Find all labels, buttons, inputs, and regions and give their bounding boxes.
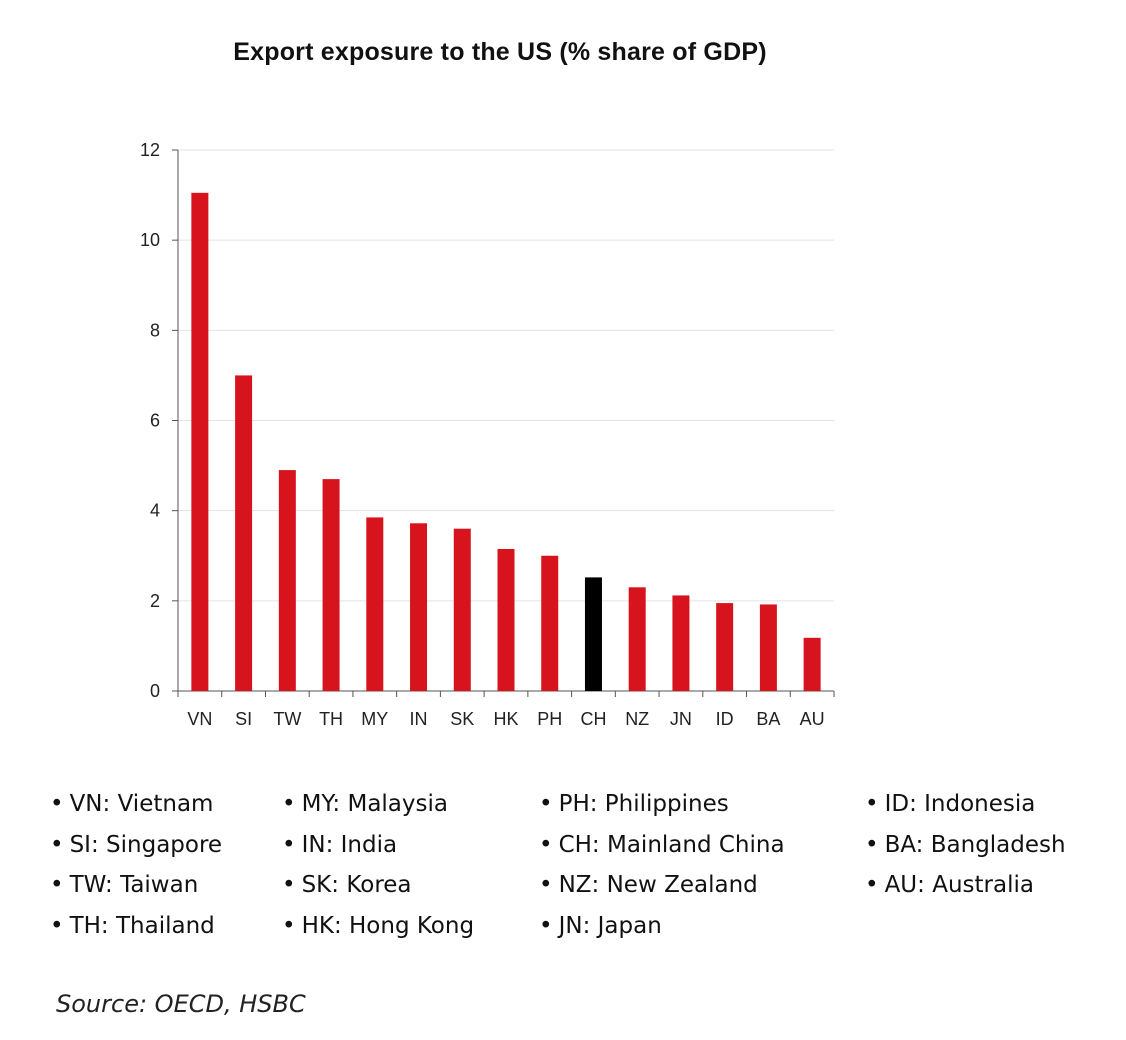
legend-item: TW: Taiwan bbox=[50, 865, 222, 906]
bar-nz bbox=[628, 587, 646, 691]
x-tick-label: HK bbox=[493, 709, 518, 729]
bars bbox=[191, 192, 821, 691]
bar-my bbox=[366, 517, 384, 691]
bar-vn bbox=[191, 192, 209, 691]
chart-title: Export exposure to the US (% share of GD… bbox=[233, 38, 767, 66]
legend-item: IN: India bbox=[282, 825, 474, 866]
x-tick-label: SI bbox=[235, 709, 252, 729]
legend-item: NZ: New Zealand bbox=[539, 865, 785, 906]
legend-item: CH: Mainland China bbox=[539, 825, 785, 866]
y-tick-label: 6 bbox=[150, 411, 160, 431]
bar-ch bbox=[584, 577, 602, 691]
legend-item: TH: Thailand bbox=[50, 906, 222, 947]
x-tick-label: AU bbox=[800, 709, 825, 729]
legend-item: VN: Vietnam bbox=[50, 784, 222, 825]
bar-jn bbox=[672, 595, 690, 691]
x-tick-label: JN bbox=[670, 709, 692, 729]
legend-item: AU: Australia bbox=[865, 865, 1066, 906]
legend-item: HK: Hong Kong bbox=[282, 906, 474, 947]
y-tick-label: 2 bbox=[150, 591, 160, 611]
legend-column-4: ID: Indonesia BA: Bangladesh AU: Austral… bbox=[865, 784, 1066, 906]
x-tick-label: PH bbox=[537, 709, 562, 729]
x-tick-label: TW bbox=[273, 709, 301, 729]
x-tick-label: TH bbox=[319, 709, 343, 729]
bar-in bbox=[410, 523, 428, 691]
tick-labels: 0 2 4 6 8 10 12 VN SI TW TH MY IN SK HK PH CH NZ JN ID BA AU bbox=[140, 140, 825, 729]
bar-ph bbox=[541, 555, 559, 691]
bar-tw bbox=[278, 470, 296, 691]
legend-item: SI: Singapore bbox=[50, 825, 222, 866]
x-tick-label: IN bbox=[410, 709, 428, 729]
legend-column-3: PH: Philippines CH: Mainland China NZ: N… bbox=[539, 784, 785, 947]
gridlines bbox=[178, 149, 834, 602]
bar-ba bbox=[759, 604, 777, 691]
legend-item: ID: Indonesia bbox=[865, 784, 1066, 825]
y-tick-label: 0 bbox=[150, 681, 160, 701]
bar-sk bbox=[453, 528, 471, 691]
bar-th bbox=[322, 479, 340, 691]
country-legend: VN: Vietnam SI: Singapore TW: Taiwan TH:… bbox=[50, 784, 1110, 954]
bar-si bbox=[235, 375, 253, 691]
y-tick-label: 8 bbox=[150, 320, 160, 340]
x-tick-label: VN bbox=[187, 709, 212, 729]
source-note: Source: OECD, HSBC bbox=[56, 990, 306, 1018]
legend-column-2: MY: Malaysia IN: India SK: Korea HK: Hon… bbox=[282, 784, 474, 947]
x-tick-label: BA bbox=[756, 709, 780, 729]
y-tick-label: 4 bbox=[150, 501, 160, 521]
legend-item: JN: Japan bbox=[539, 906, 785, 947]
legend-item: BA: Bangladesh bbox=[865, 825, 1066, 866]
x-tick-label: ID bbox=[716, 709, 734, 729]
x-tick-label: CH bbox=[580, 709, 606, 729]
legend-item: MY: Malaysia bbox=[282, 784, 474, 825]
legend-item: PH: Philippines bbox=[539, 784, 785, 825]
bar-id bbox=[716, 603, 734, 691]
bar-chart: 0 2 4 6 8 10 12 VN SI TW TH MY IN SK HK PH CH NZ JN ID BA AU bbox=[140, 140, 835, 729]
x-tick-label: SK bbox=[450, 709, 474, 729]
bar-au bbox=[803, 637, 821, 691]
x-tick-label: NZ bbox=[625, 709, 649, 729]
y-tick-label: 12 bbox=[140, 140, 160, 160]
x-tick-label: MY bbox=[361, 709, 388, 729]
legend-column-1: VN: Vietnam SI: Singapore TW: Taiwan TH:… bbox=[50, 784, 222, 947]
bar-hk bbox=[497, 548, 515, 691]
legend-item: SK: Korea bbox=[282, 865, 474, 906]
y-tick-label: 10 bbox=[140, 230, 160, 250]
